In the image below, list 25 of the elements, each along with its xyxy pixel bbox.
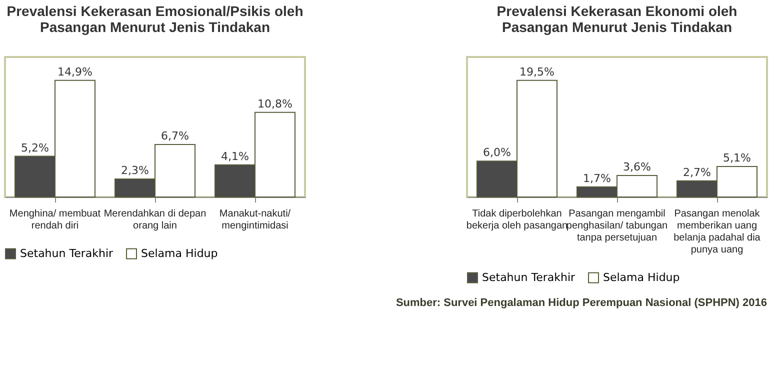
data-label: 4,1%: [221, 150, 249, 163]
data-label: 1,7%: [583, 172, 611, 185]
x-tick-label: Pasangan mengambil penghasilan/ tabungan tanpa persetujuan: [566, 208, 668, 244]
text: Sumber: Survei Pengalaman Hidup Perempuan Nasional (SPHPN) 2016: [396, 297, 767, 309]
data-label: 10,8%: [258, 97, 292, 110]
chart-title: Prevalensi Kekerasan Ekonomi oleh Pasangan Menurut Jenis Tindakan: [496, 3, 738, 35]
legend-label: Setahun Terakhir: [20, 246, 114, 260]
legend-label: Selama Hidup: [603, 270, 680, 284]
x-tick-label: Menghina/ membuat rendah diri: [9, 208, 101, 232]
chart-title: Prevalensi Kekerasan Emosional/Psikis oleh Pasangan Menurut Jenis Tindakan: [6, 3, 304, 35]
x-tick-label: Manakut-nakuti/ mengintimidasi: [219, 208, 291, 232]
data-label: 6,0%: [483, 146, 511, 160]
data-label: 19,5%: [520, 65, 554, 78]
data-label: 6,7%: [161, 130, 189, 143]
data-label: 2,3%: [121, 164, 149, 177]
data-label: 2,7%: [683, 166, 711, 179]
x-tick-label: Merendahkan di depan orang lain: [104, 208, 206, 232]
x-tick-label: Pasangan menolak memberikan uang belanja padahal dia punya uang: [674, 208, 761, 256]
data-label: 5,1%: [723, 151, 751, 164]
data-label: 14,9%: [58, 65, 92, 78]
legend-label: Setahun Terakhir: [482, 270, 576, 284]
legend-label: Selama Hidup: [141, 246, 218, 260]
data-label: 3,6%: [623, 160, 651, 174]
data-label: 5,2%: [21, 141, 49, 154]
x-tick-label: Tidak diperbolehkan bekerja oleh pasangan: [466, 208, 568, 232]
